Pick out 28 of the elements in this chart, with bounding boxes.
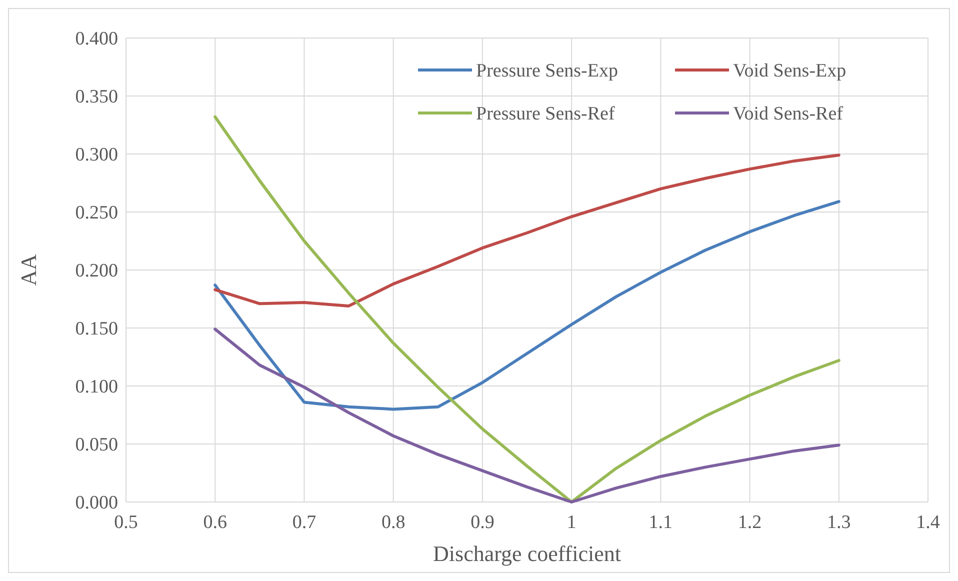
y-tick-label: 0.000	[75, 492, 118, 514]
legend-label: Void Sens-Ref	[733, 104, 844, 125]
y-tick-label: 0.300	[75, 144, 118, 166]
x-tick-label: 1.2	[738, 512, 762, 533]
y-tick-label: 0.050	[75, 434, 118, 456]
y-tick-label: 0.200	[75, 260, 118, 282]
y-axis-title: AA	[16, 254, 41, 286]
y-tick-label: 0.250	[75, 202, 118, 224]
x-tick-label: 0.6	[203, 512, 227, 533]
line-series	[214, 200, 840, 411]
x-tick-label: 0.8	[381, 512, 406, 533]
y-tick-label: 0.400	[75, 28, 118, 50]
x-tick-label: 0.7	[292, 512, 316, 533]
x-tick-label: 1.1	[648, 512, 673, 533]
y-tick-label: 0.350	[75, 86, 118, 108]
x-tick-label: 0.9	[470, 512, 494, 533]
x-tick-label: 1.4	[916, 512, 940, 533]
y-tick-label: 0.150	[75, 318, 118, 340]
legend-label: Pressure Sens-Exp	[476, 60, 618, 82]
x-tick-label: 1	[566, 512, 576, 533]
x-tick-label: 0.5	[114, 512, 138, 533]
x-tick-label: 1.3	[827, 512, 851, 533]
y-tick-label: 0.100	[75, 376, 118, 398]
x-axis-title: Discharge coefficient	[433, 541, 621, 566]
legend-label: Void Sens-Exp	[733, 60, 846, 82]
line-series	[214, 154, 840, 308]
line-series	[214, 328, 840, 504]
legend-label: Pressure Sens-Ref	[476, 104, 616, 125]
